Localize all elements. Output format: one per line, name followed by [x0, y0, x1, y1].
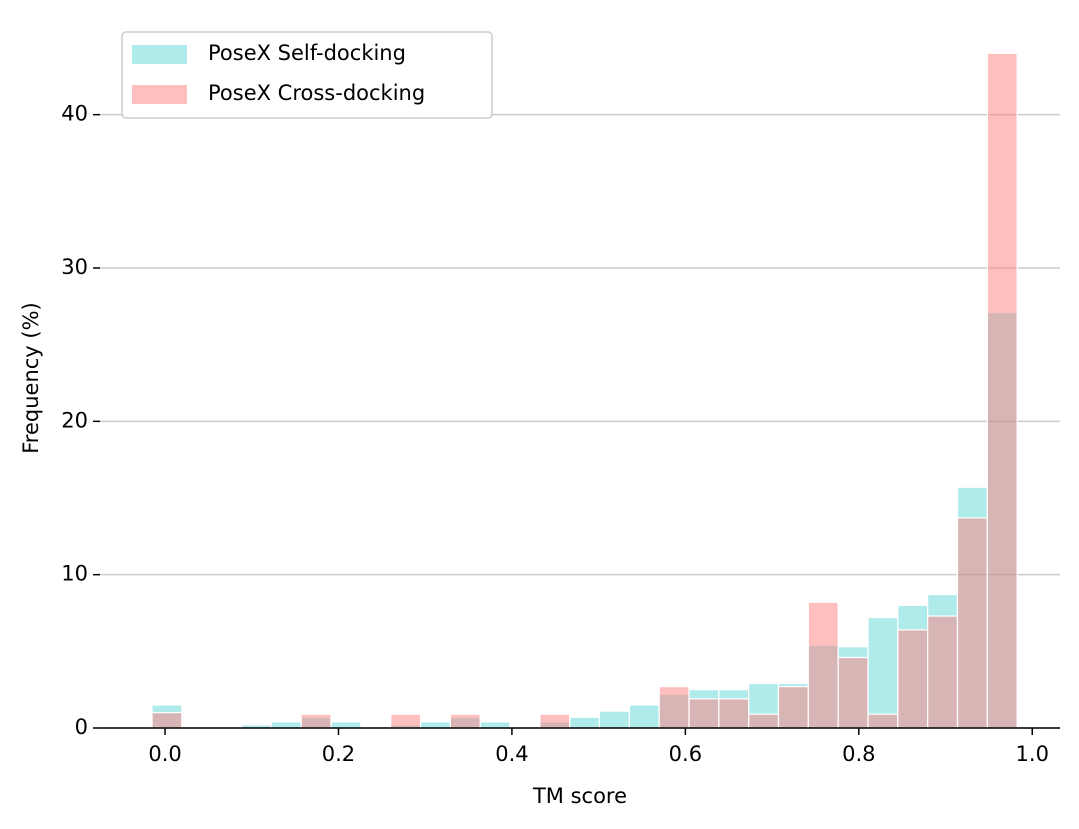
bar	[479, 721, 511, 729]
bar	[658, 685, 690, 729]
bar	[837, 656, 869, 729]
bar	[718, 698, 750, 729]
x-tick-label: 0.8	[842, 742, 875, 766]
legend-box	[121, 31, 493, 119]
x-tick-label: 1.0	[1016, 742, 1049, 766]
y-axis-label: Frequency (%)	[19, 302, 43, 454]
bar	[688, 698, 720, 729]
bar	[867, 616, 899, 729]
bar	[300, 713, 332, 729]
bar	[748, 713, 780, 729]
bar	[330, 721, 362, 729]
bar	[956, 517, 988, 729]
y-tick-label: 0	[75, 715, 88, 739]
bar	[569, 716, 601, 729]
bar	[867, 713, 899, 729]
x-tick-label: 0.6	[669, 742, 702, 766]
bar	[151, 712, 183, 729]
bar	[390, 713, 422, 729]
bar	[807, 601, 839, 729]
bar	[628, 704, 660, 729]
bar	[419, 721, 451, 729]
legend-label: PoseX Self-docking	[208, 41, 406, 65]
x-tick-label: 0.0	[148, 742, 181, 766]
y-tick-label: 20	[61, 408, 88, 432]
legend-label: PoseX Cross-docking	[208, 81, 425, 105]
legend-swatch	[132, 85, 187, 104]
bar	[270, 721, 302, 729]
y-tick-label: 10	[61, 562, 88, 586]
bar	[598, 710, 630, 729]
y-tick-label: 40	[61, 102, 88, 126]
bar	[777, 685, 809, 729]
legend-swatch	[132, 45, 187, 64]
bar	[539, 713, 571, 729]
bar	[986, 52, 1018, 729]
bar	[897, 629, 929, 729]
x-tick-label: 0.4	[495, 742, 528, 766]
x-tick-label: 0.2	[322, 742, 355, 766]
bar	[927, 615, 959, 729]
y-tick-label: 30	[61, 255, 88, 279]
bar	[449, 713, 481, 729]
x-axis-label: TM score	[532, 784, 627, 808]
